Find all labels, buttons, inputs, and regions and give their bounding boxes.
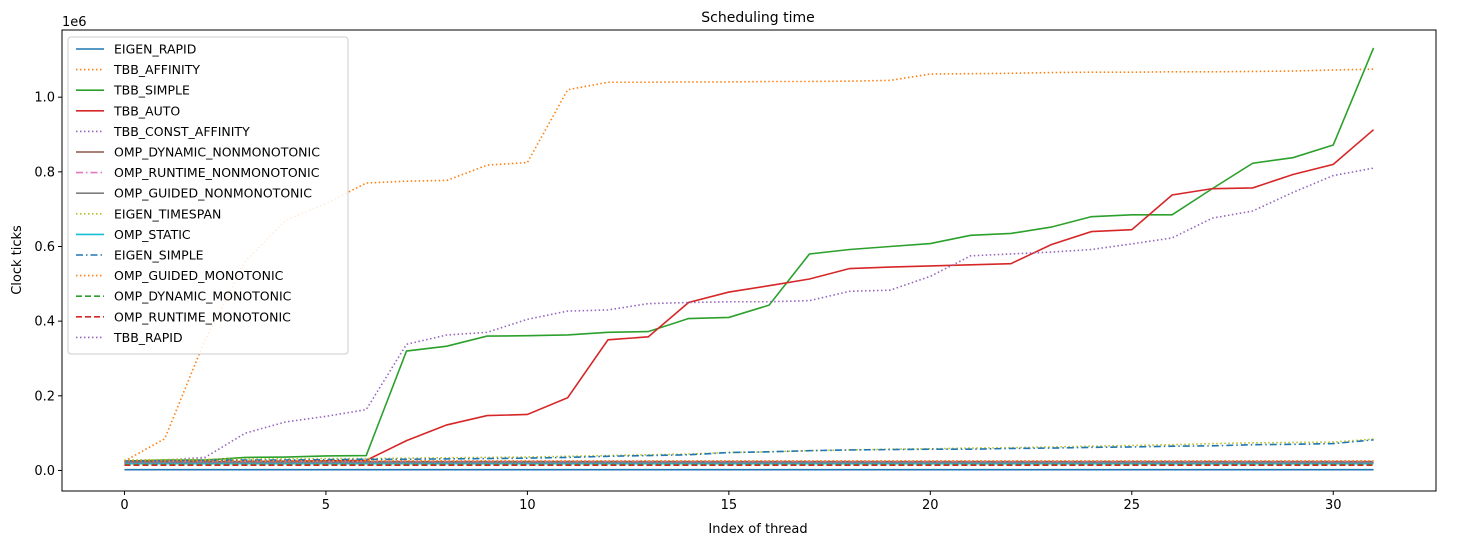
series-line-tbb-affinity [124, 68, 1374, 462]
x-tick-label: 15 [721, 498, 738, 513]
x-tick-label: 5 [322, 498, 330, 513]
x-tick-label: 20 [922, 498, 939, 513]
legend-label-omp-runtime-nonmonotonic: OMP_RUNTIME_NONMONOTONIC [114, 165, 320, 180]
legend-label-tbb-simple: TBB_SIMPLE [113, 83, 190, 98]
plot-area [124, 47, 1375, 471]
legend-label-eigen-rapid: EIGEN_RAPID [114, 42, 196, 57]
legend-label-eigen-timespan: EIGEN_TIMESPAN [114, 206, 221, 221]
legend-label-tbb-const-affinity: TBB_CONST_AFFINITY [113, 124, 250, 139]
x-axis: 0 5 10 15 20 25 30 [120, 491, 1342, 513]
legend-label-omp-static: OMP_STATIC [114, 227, 191, 242]
chart-title: Scheduling time [701, 10, 814, 26]
legend-box [67, 36, 349, 355]
legend-label-omp-dynamic-monotonic: OMP_DYNAMIC_MONOTONIC [114, 289, 292, 304]
x-tick-label: 0 [120, 498, 128, 513]
axes-frame [61, 29, 1437, 492]
y-tick-label: 0.0 [34, 464, 55, 479]
series-line-tbb-const-affinity [124, 167, 1374, 462]
legend: EIGEN_RAPID TBB_AFFINITY TBB_SIMPLE TBB_AUT… [67, 36, 349, 355]
legend-label-omp-guided-monotonic: OMP_GUIDED_MONOTONIC [114, 268, 284, 283]
legend-label-tbb-affinity: TBB_AFFINITY [113, 62, 200, 77]
x-tick-label: 25 [1124, 498, 1141, 513]
legend-label-tbb-rapid: TBB_RAPID [113, 330, 183, 345]
series-line-eigen-simple [124, 439, 1374, 462]
series-line-tbb-simple [124, 47, 1375, 462]
legend-label-eigen-simple: EIGEN_SIMPLE [114, 248, 204, 263]
y-axis: 0.0 0.2 0.4 0.6 0.8 1.0 [34, 91, 62, 479]
y-tick-label: 1.0 [34, 91, 55, 106]
y-tick-label: 0.2 [34, 389, 55, 404]
y-tick-label: 0.6 [34, 240, 55, 255]
x-tick-label: 10 [519, 498, 536, 513]
legend-label-omp-runtime-monotonic: OMP_RUNTIME_MONOTONIC [114, 309, 291, 324]
legend-label-omp-guided-nonmonotonic: OMP_GUIDED_NONMONOTONIC [114, 186, 312, 201]
y-tick-label: 0.4 [34, 315, 55, 330]
x-tick-label: 30 [1325, 498, 1342, 513]
y-axis-label: Clock ticks [10, 225, 25, 295]
x-axis-label: Index of thread [708, 522, 807, 537]
y-offset-label: 1e6 [62, 15, 87, 30]
legend-label-omp-dynamic-nonmonotonic: OMP_DYNAMIC_NONMONOTONIC [114, 145, 320, 160]
legend-label-tbb-auto: TBB_AUTO [113, 103, 180, 118]
y-tick-label: 0.8 [34, 165, 55, 180]
